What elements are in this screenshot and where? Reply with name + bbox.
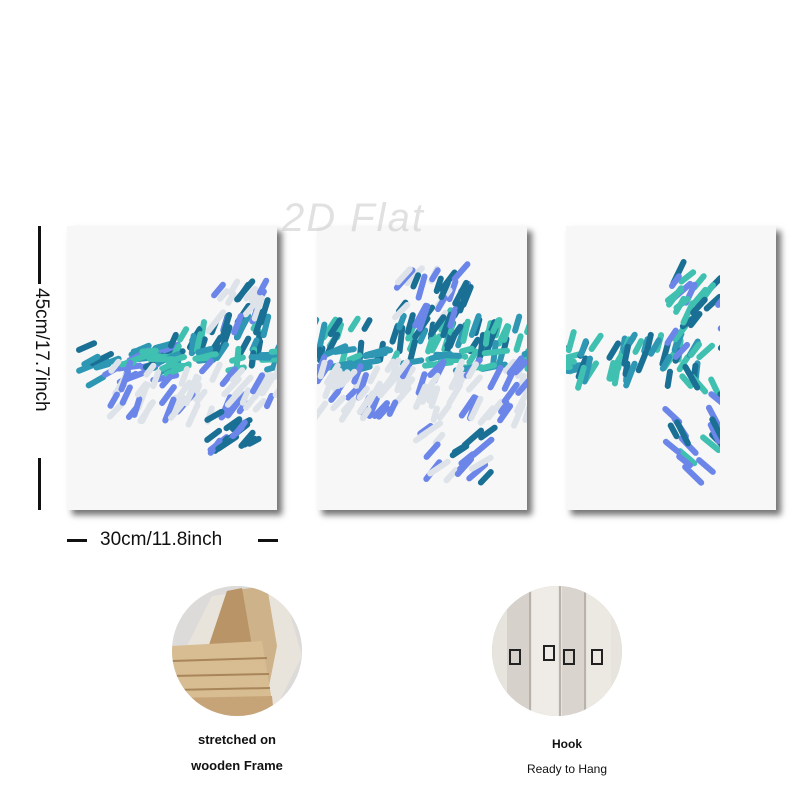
hook-caption-line1: Hook	[552, 737, 582, 751]
canvas-panel-right	[566, 226, 776, 510]
height-dimension-line-bottom	[38, 458, 41, 510]
width-dimension-line-left	[67, 539, 87, 542]
height-dimension-line-top	[38, 226, 41, 284]
canvas-panel-left	[67, 226, 277, 510]
shark-brush-painting	[76, 277, 277, 456]
shark-brush-painting	[566, 259, 720, 486]
frame-caption-line1: stretched on	[197, 732, 276, 747]
width-dimension-line-right	[258, 539, 278, 542]
shark-brush-painting	[317, 261, 527, 486]
canvas-panel-middle	[317, 226, 527, 510]
hook-photo	[492, 586, 622, 716]
wooden-frame-photo	[172, 586, 302, 716]
hook-caption-line2: Ready to Hang	[526, 762, 608, 776]
frame-caption-line2: wooden Frame	[191, 758, 283, 773]
width-dimension-label: 30cm/11.8inch	[100, 529, 223, 550]
height-dimension-label: 45cm/17.7inch	[31, 288, 52, 412]
